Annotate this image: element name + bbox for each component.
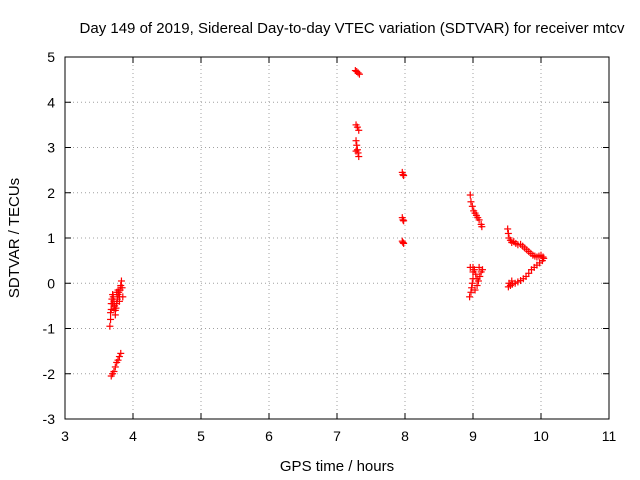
data-point <box>468 202 476 210</box>
axis-ticks: 3 4 5 6 7 8 9 10 11 -3 -2 -1 0 1 2 3 4 5 <box>43 49 617 444</box>
data-point <box>476 272 484 280</box>
data-point <box>470 266 478 274</box>
data-point <box>118 284 126 292</box>
x-tick-label: 3 <box>61 428 69 444</box>
data-point <box>107 315 115 323</box>
data-point <box>472 270 480 278</box>
data-series <box>106 67 548 380</box>
data-point <box>504 229 512 237</box>
data-point <box>399 171 407 179</box>
data-point <box>355 126 363 134</box>
data-point <box>114 356 122 364</box>
data-point <box>473 282 481 290</box>
data-point <box>475 216 483 224</box>
y-tick-label: 2 <box>47 185 55 201</box>
data-point <box>478 223 486 231</box>
data-point <box>400 172 408 180</box>
x-tick-label: 11 <box>602 428 617 444</box>
data-point <box>117 277 125 285</box>
data-point <box>399 216 407 224</box>
x-tick-label: 7 <box>333 428 341 444</box>
data-point <box>352 147 360 155</box>
data-point <box>354 69 362 77</box>
grid-lines <box>65 57 609 419</box>
y-tick-label: 3 <box>47 140 55 156</box>
data-point <box>109 300 117 308</box>
y-tick-label: -2 <box>43 366 56 382</box>
data-point <box>110 304 118 312</box>
data-point <box>466 191 474 199</box>
data-point <box>399 239 407 247</box>
data-point <box>355 153 363 161</box>
x-axis-label: GPS time / hours <box>280 458 394 475</box>
plot-frame <box>64 56 610 420</box>
data-point <box>111 311 119 319</box>
data-point <box>466 293 474 301</box>
data-point <box>527 266 535 274</box>
x-tick-label: 9 <box>469 428 477 444</box>
data-point <box>107 309 115 317</box>
data-point <box>539 253 547 261</box>
data-point <box>110 367 118 375</box>
chart-title: Day 149 of 2019, Sidereal Day-to-day VTE… <box>80 20 625 37</box>
data-point <box>111 363 119 371</box>
data-point <box>114 286 122 294</box>
data-point <box>504 283 512 291</box>
x-tick-label: 8 <box>401 428 409 444</box>
data-point <box>119 293 127 301</box>
data-point <box>467 288 475 296</box>
data-point <box>474 277 482 285</box>
data-point <box>467 198 475 206</box>
data-point <box>508 277 516 285</box>
data-point <box>106 322 114 330</box>
x-tick-label: 5 <box>197 428 205 444</box>
x-tick-label: 6 <box>265 428 273 444</box>
data-point <box>115 297 123 305</box>
data-point <box>109 293 117 301</box>
data-point <box>400 239 408 247</box>
y-tick-label: 0 <box>47 275 55 291</box>
data-point <box>355 70 363 78</box>
data-point <box>352 137 360 145</box>
y-tick-label: 5 <box>47 49 55 65</box>
x-tick-label: 10 <box>533 428 549 444</box>
y-tick-label: -3 <box>43 411 56 427</box>
data-point <box>115 353 123 361</box>
data-point <box>353 123 361 131</box>
data-point <box>117 349 125 357</box>
data-point <box>353 141 361 149</box>
data-point <box>468 279 476 287</box>
y-tick-label: 1 <box>47 230 55 246</box>
data-point <box>400 217 408 225</box>
x-tick-label: 4 <box>129 428 137 444</box>
data-point <box>466 263 474 271</box>
data-point <box>504 225 512 233</box>
y-tick-label: -1 <box>43 321 56 337</box>
data-point <box>475 263 483 271</box>
data-point <box>471 286 479 294</box>
data-point <box>353 146 361 154</box>
y-axis-label: SDTVAR / TECUs <box>6 178 23 298</box>
y-tick-label: 4 <box>47 94 55 110</box>
